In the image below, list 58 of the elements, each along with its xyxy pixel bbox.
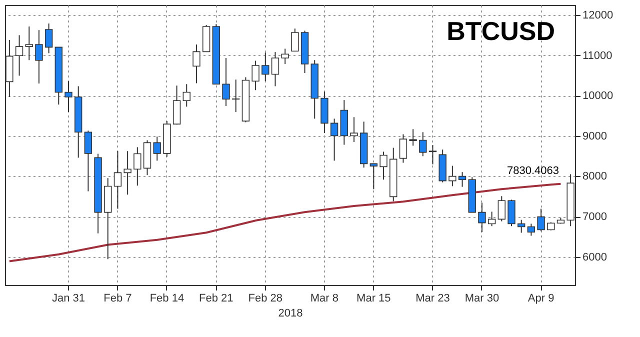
candlestick bbox=[252, 60, 260, 91]
candlestick bbox=[134, 146, 142, 186]
y-tick-label: 9000 bbox=[582, 130, 607, 142]
candlestick bbox=[478, 202, 486, 233]
x-tick-label: Mar 8 bbox=[310, 292, 339, 304]
x-tick-label: Mar 23 bbox=[416, 292, 450, 304]
candlestick bbox=[527, 223, 536, 236]
x-tick-label: Feb 28 bbox=[248, 292, 283, 304]
x-axis-title: 2018 bbox=[278, 308, 303, 320]
chart-title: BTCUSD bbox=[446, 16, 555, 46]
y-tick-label: 7000 bbox=[582, 211, 607, 224]
y-tick-label: 8000 bbox=[582, 170, 607, 183]
candlestick bbox=[64, 80, 72, 113]
candlestick bbox=[419, 132, 427, 157]
candlestick bbox=[172, 85, 181, 126]
candlestick bbox=[25, 26, 33, 61]
candlestick bbox=[232, 79, 240, 113]
candlestick bbox=[192, 44, 200, 84]
candlestick bbox=[428, 144, 437, 165]
x-tick-label: Apr 9 bbox=[528, 292, 554, 304]
candlestick bbox=[518, 219, 526, 234]
candlestick bbox=[124, 150, 132, 196]
candlestick bbox=[508, 199, 516, 227]
candlestick bbox=[330, 118, 338, 162]
y-tick-label: 6000 bbox=[582, 251, 607, 264]
candlestick bbox=[182, 84, 190, 108]
candlestick bbox=[350, 116, 358, 143]
x-tick-label: Mar 15 bbox=[356, 292, 391, 304]
x-tick-label: Feb 21 bbox=[199, 292, 234, 304]
candlestick bbox=[409, 128, 417, 146]
candlestick bbox=[291, 28, 299, 52]
candlestick bbox=[399, 134, 408, 164]
x-tick-label: Mar 30 bbox=[464, 292, 500, 304]
candlestick bbox=[458, 172, 466, 188]
x-tick-label: Feb 14 bbox=[150, 292, 184, 304]
annotation: 7830.4063 bbox=[507, 165, 559, 178]
y-tick-label: 11000 bbox=[582, 50, 612, 62]
candlestick bbox=[153, 136, 161, 162]
candlestick bbox=[84, 130, 92, 192]
candlestick bbox=[271, 52, 280, 87]
candlestick bbox=[262, 52, 270, 82]
candlestick bbox=[448, 165, 456, 187]
candlestick bbox=[370, 163, 378, 190]
candlestick bbox=[15, 34, 24, 76]
y-tick-label: 12000 bbox=[582, 10, 614, 22]
line-series bbox=[8, 182, 562, 262]
candlestick bbox=[498, 196, 506, 222]
candlestick bbox=[114, 150, 122, 210]
candlestick bbox=[380, 151, 388, 180]
x-tick-label: Feb 7 bbox=[104, 292, 132, 304]
x-tick-label: Jan 31 bbox=[52, 292, 86, 304]
candlestick bbox=[281, 48, 289, 65]
candlestick bbox=[488, 211, 496, 227]
candlestick bbox=[35, 30, 43, 84]
candlestick bbox=[44, 22, 53, 54]
candlestick bbox=[222, 58, 230, 107]
y-tick-label: 10000 bbox=[582, 90, 614, 102]
candlestick bbox=[537, 208, 545, 232]
